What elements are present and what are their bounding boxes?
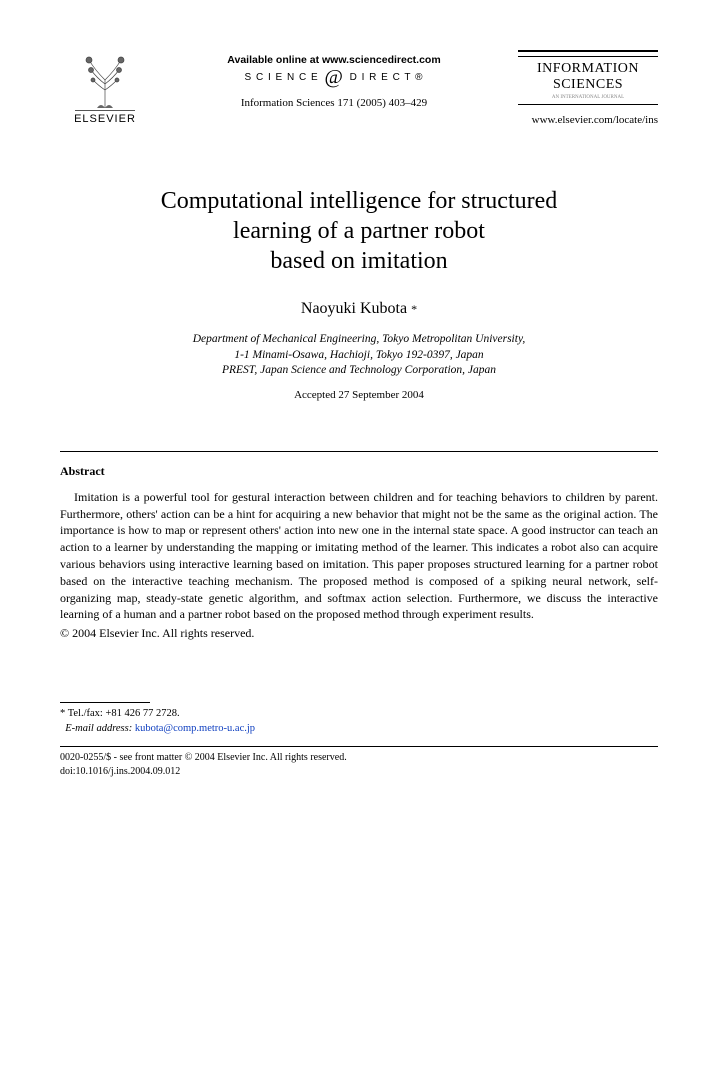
journal-subtitle: AN INTERNATIONAL JOURNAL [518,95,658,100]
legal-line1: 0020-0255/$ - see front matter © 2004 El… [60,752,347,763]
available-online-text: Available online at www.sciencedirect.co… [227,54,440,66]
legal-line2: doi:10.1016/j.ins.2004.09.012 [60,766,180,777]
sciencedirect-logo: S C I E N C E @ D I R E C T ® [245,72,424,83]
center-header: Available online at www.sciencedirect.co… [150,50,518,109]
abstract-text: Imitation is a powerful tool for gestura… [60,489,658,623]
section-rule [60,451,658,452]
citation-line: Information Sciences 171 (2005) 403–429 [241,97,427,109]
journal-url: www.elsevier.com/locate/ins [518,114,658,126]
paper-title: Computational intelligence for structure… [60,186,658,276]
journal-name-line1: INFORMATION [537,61,639,76]
email-label: E-mail address: [65,723,132,734]
title-line2: learning of a partner robot [233,218,485,244]
journal-rule-top [518,50,658,57]
publisher-logo-block: ELSEVIER [60,50,150,125]
bottom-rule [60,746,658,747]
at-swirl-icon: @ [322,73,345,81]
paper-page: ELSEVIER Available online at www.science… [0,0,718,818]
abstract-copyright: © 2004 Elsevier Inc. All rights reserved… [60,625,658,642]
legal-block: 0020-0255/$ - see front matter © 2004 El… [60,751,658,778]
accepted-date: Accepted 27 September 2004 [60,389,658,401]
title-line1: Computational intelligence for structure… [161,188,558,214]
footnote-marker: * [60,708,65,719]
abstract-heading: Abstract [60,464,658,479]
journal-block: INFORMATION SCIENCES AN INTERNATIONAL JO… [518,50,658,126]
scidirect-right: D I R E C T ® [350,72,424,83]
affil-line1: Department of Mechanical Engineering, To… [193,333,526,345]
author-name: Naoyuki Kubota [301,300,407,317]
scidirect-left: S C I E N C E [245,72,319,83]
journal-rule-bottom [518,104,658,106]
author-line: Naoyuki Kubota * [60,300,658,318]
email-link[interactable]: kubota@comp.metro-u.ac.jp [135,723,255,734]
telfax-value: +81 426 77 2728. [105,708,179,719]
telfax-label: Tel./fax: [68,708,103,719]
affil-line2: 1-1 Minami-Osawa, Hachioji, Tokyo 192-03… [234,349,483,361]
title-line3: based on imitation [270,248,447,274]
header: ELSEVIER Available online at www.science… [60,50,658,126]
affil-line3: PREST, Japan Science and Technology Corp… [222,364,496,376]
footnote-block: * Tel./fax: +81 426 77 2728. E-mail addr… [60,707,658,736]
journal-name: INFORMATION SCIENCES [518,61,658,93]
publisher-label: ELSEVIER [74,113,136,125]
journal-name-line2: SCIENCES [553,77,623,92]
author-marker: * [411,302,417,316]
footnote-rule [60,702,150,703]
elsevier-tree-icon [75,50,135,111]
affiliation: Department of Mechanical Engineering, To… [60,332,658,379]
